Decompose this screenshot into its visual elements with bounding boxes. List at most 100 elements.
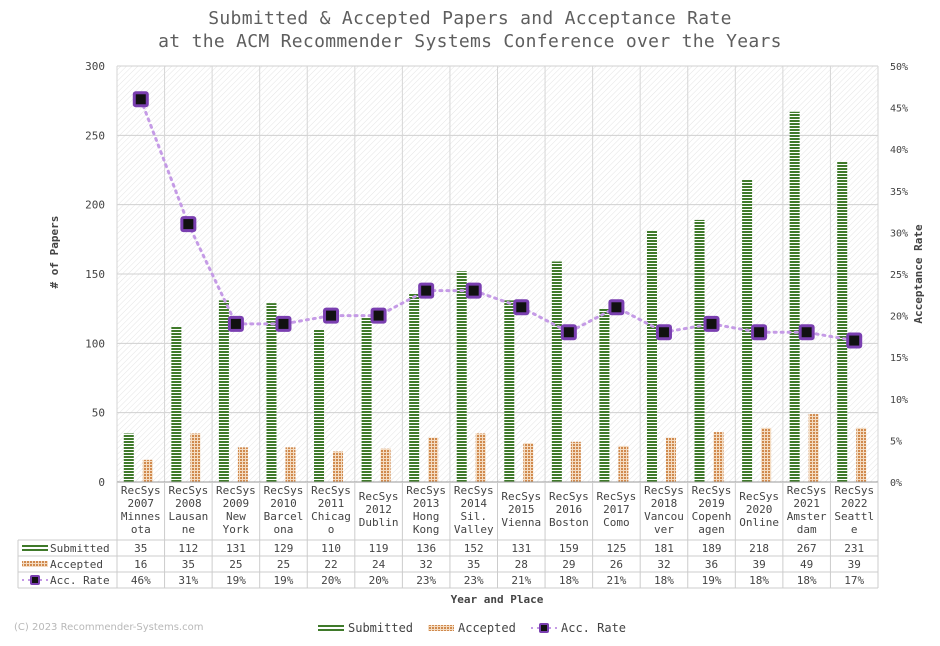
table-value: 23% bbox=[416, 574, 436, 587]
table-value: 21% bbox=[606, 574, 626, 587]
accepted-bar bbox=[190, 433, 201, 482]
table-value: 131 bbox=[226, 542, 246, 555]
submitted-bar bbox=[551, 261, 562, 482]
table-value: 20% bbox=[369, 574, 389, 587]
x-category-label: ona bbox=[274, 523, 294, 536]
x-category-label: RecSys bbox=[454, 484, 494, 497]
accepted-bar bbox=[665, 437, 676, 482]
table-value: 32 bbox=[420, 558, 433, 571]
x-category-label: 2022 bbox=[841, 497, 868, 510]
y2-tick-label: 35% bbox=[890, 187, 908, 198]
rate-marker-center bbox=[230, 318, 241, 329]
rate-marker-center bbox=[135, 94, 146, 105]
x-category-label: RecSys bbox=[264, 484, 304, 497]
table-value: 218 bbox=[749, 542, 769, 555]
rate-marker-center bbox=[468, 285, 479, 296]
table-value: 181 bbox=[654, 542, 674, 555]
table-value: 36 bbox=[705, 558, 718, 571]
accepted-bar bbox=[285, 447, 296, 482]
table-value: 18% bbox=[797, 574, 817, 587]
x-category-label: 2010 bbox=[270, 497, 297, 510]
table-row-label: Acc. Rate bbox=[50, 574, 110, 587]
chart-subtitle: at the ACM Recommender Systems Conferenc… bbox=[158, 31, 782, 52]
accepted-legend-key bbox=[22, 561, 48, 567]
x-category-label: Online bbox=[739, 516, 779, 529]
x-category-label: RecSys bbox=[834, 484, 874, 497]
table-value: 49 bbox=[800, 558, 813, 571]
x-category-label: RecSys bbox=[549, 490, 589, 503]
table-value: 189 bbox=[702, 542, 722, 555]
x-category-label: Copenh bbox=[692, 510, 732, 523]
table-value: 35 bbox=[182, 558, 195, 571]
submitted-legend-key bbox=[22, 545, 48, 547]
x-category-label: dam bbox=[797, 523, 817, 536]
table-row-label: Accepted bbox=[50, 558, 103, 571]
rate-marker-center bbox=[706, 318, 717, 329]
table-value: 39 bbox=[848, 558, 861, 571]
submitted-bar bbox=[694, 219, 705, 483]
x-category-label: York bbox=[223, 523, 250, 536]
x-category-label: Valley bbox=[454, 523, 494, 536]
submitted-bar bbox=[837, 161, 848, 482]
x-category-label: RecSys bbox=[739, 490, 779, 503]
y-tick-label: 50 bbox=[92, 407, 105, 420]
y2-tick-label: 45% bbox=[890, 104, 908, 115]
x-category-label: Barcel bbox=[264, 510, 304, 523]
accepted-bar bbox=[428, 437, 439, 482]
y2-tick-label: 40% bbox=[890, 145, 908, 156]
x-category-label: 2017 bbox=[603, 503, 630, 516]
x-category-label: Chicag bbox=[311, 510, 351, 523]
submitted-legend-key bbox=[318, 629, 344, 631]
rate-marker-center bbox=[373, 310, 384, 321]
rate-marker-center bbox=[326, 310, 337, 321]
x-category-label: RecSys bbox=[787, 484, 827, 497]
y-axis-title: # of Papers bbox=[48, 216, 61, 289]
table-value: 16 bbox=[134, 558, 147, 571]
x-category-label: 2019 bbox=[698, 497, 725, 510]
accepted-legend-key bbox=[428, 625, 454, 631]
y-tick-label: 250 bbox=[85, 129, 105, 142]
x-category-label: Seattl bbox=[834, 510, 874, 523]
x-category-label: RecSys bbox=[168, 484, 208, 497]
table-row-label: Submitted bbox=[50, 542, 110, 555]
table-value: 25 bbox=[277, 558, 290, 571]
rate-line bbox=[132, 91, 863, 349]
table-value: 28 bbox=[515, 558, 528, 571]
accepted-bar bbox=[523, 443, 534, 482]
x-category-label: RecSys bbox=[359, 490, 399, 503]
accepted-bar bbox=[618, 445, 629, 482]
submitted-bar bbox=[123, 433, 134, 482]
table-value: 159 bbox=[559, 542, 579, 555]
table-value: 35 bbox=[134, 542, 147, 555]
x-category-label: Vienna bbox=[501, 516, 541, 529]
y-tick-label: 0 bbox=[98, 476, 105, 489]
table-value: 21% bbox=[511, 574, 531, 587]
table-value: 18% bbox=[654, 574, 674, 587]
x-axis-title: Year and Place bbox=[451, 593, 544, 606]
x-category-label: 2020 bbox=[746, 503, 773, 516]
x-category-label: 2014 bbox=[460, 497, 487, 510]
y2-tick-label: 30% bbox=[890, 228, 908, 239]
x-category-label: agen bbox=[698, 523, 725, 536]
rate-legend-marker-center bbox=[541, 625, 547, 631]
table-value: 152 bbox=[464, 542, 484, 555]
table-value: 35 bbox=[467, 558, 480, 571]
table-value: 17% bbox=[844, 574, 864, 587]
table-value: 32 bbox=[657, 558, 670, 571]
x-category-label: Dublin bbox=[359, 516, 399, 529]
rate-marker-center bbox=[801, 327, 812, 338]
rate-marker-center bbox=[611, 302, 622, 313]
table-value: 19% bbox=[226, 574, 246, 587]
x-category-label: 2018 bbox=[651, 497, 678, 510]
x-category-label: o bbox=[328, 523, 335, 536]
axis-labels: Year and Place # of Papers Acceptance Rate bbox=[48, 216, 925, 606]
x-category-label: 2007 bbox=[128, 497, 155, 510]
rate-marker-center bbox=[658, 327, 669, 338]
x-category-label: 2021 bbox=[793, 497, 820, 510]
x-category-label: RecSys bbox=[311, 484, 351, 497]
accepted-bar bbox=[856, 427, 867, 482]
submitted-bar bbox=[504, 300, 515, 482]
x-category-label: Minnes bbox=[121, 510, 161, 523]
x-category-label: New bbox=[226, 510, 246, 523]
